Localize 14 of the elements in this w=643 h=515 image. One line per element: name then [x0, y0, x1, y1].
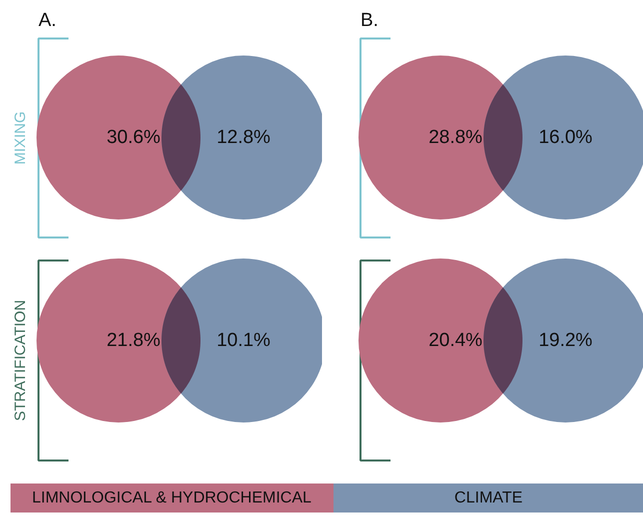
data-label: 20.4%	[428, 330, 483, 351]
data-label: 10.1%	[216, 330, 271, 351]
data-label: 21.8%	[106, 330, 161, 351]
text: A.	[38, 10, 56, 31]
data-label: 19.2%	[538, 330, 593, 351]
text: MIXING	[12, 111, 29, 165]
data-label: 12.8%	[216, 127, 271, 148]
category-label: CLIMATE	[454, 490, 523, 506]
data-label: 16.0%	[538, 127, 593, 148]
data-label: 30.6%	[106, 127, 161, 148]
data-label: 28.8%	[428, 127, 483, 148]
text: B.	[360, 10, 378, 31]
text: STRATIFICATION	[12, 300, 29, 422]
category-label: LIMNOLOGICAL & HYDROCHEMICAL	[32, 490, 312, 506]
